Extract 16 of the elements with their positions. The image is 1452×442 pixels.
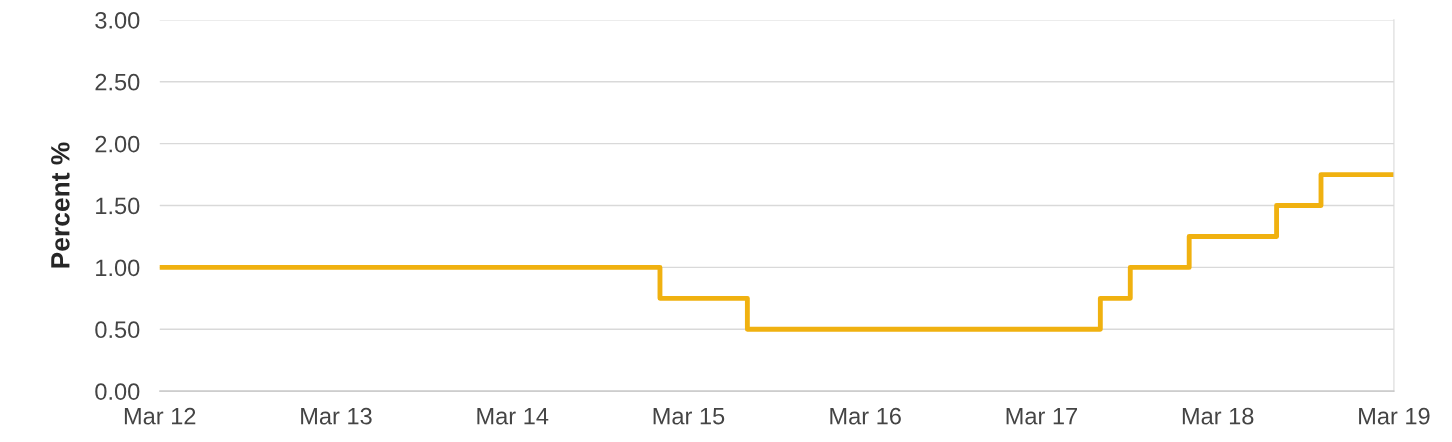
- y-tick-label: 1.50: [96, 197, 140, 215]
- x-tick-label: Mar 15: [653, 408, 725, 425]
- x-tick-label: Mar 13: [301, 407, 372, 425]
- y-tick-label: 3.00: [95, 11, 140, 29]
- y-tick-label: 0.50: [95, 321, 140, 339]
- y-axis-title: Percent %: [51, 142, 70, 268]
- y-tick-label: 1.00: [96, 259, 140, 277]
- x-tick-label: Mar 14: [477, 408, 549, 425]
- y-tick-label: 2.00: [95, 135, 140, 153]
- x-tick-label: Mar 16: [830, 407, 901, 425]
- x-tick-label: Mar 17: [1006, 408, 1077, 425]
- y-tick-label: 2.50: [95, 73, 140, 91]
- x-tick-label: Mar 12: [124, 407, 196, 425]
- x-tick-label: Mar 19: [1359, 407, 1430, 425]
- x-tick-label: Mar 18: [1182, 407, 1254, 425]
- y-tick-label: 0.00: [95, 383, 140, 400]
